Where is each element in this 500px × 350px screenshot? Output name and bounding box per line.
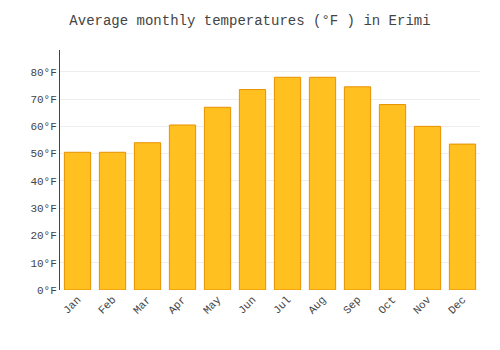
svg-text:40°F: 40°F xyxy=(30,176,56,188)
svg-text:50°F: 50°F xyxy=(30,148,56,160)
svg-text:Mar: Mar xyxy=(131,294,153,316)
svg-text:80°F: 80°F xyxy=(30,67,56,79)
svg-text:60°F: 60°F xyxy=(30,121,56,133)
svg-text:70°F: 70°F xyxy=(30,94,56,106)
svg-text:30°F: 30°F xyxy=(30,203,56,215)
svg-text:Aug: Aug xyxy=(306,294,328,316)
svg-text:Apr: Apr xyxy=(166,294,188,316)
svg-text:May: May xyxy=(201,294,224,317)
svg-text:Jan: Jan xyxy=(61,294,83,316)
svg-text:Sep: Sep xyxy=(341,294,363,316)
svg-text:Nov: Nov xyxy=(411,294,434,317)
svg-text:Oct: Oct xyxy=(376,294,398,316)
svg-text:Dec: Dec xyxy=(446,294,468,316)
svg-text:Jun: Jun xyxy=(236,294,258,316)
svg-text:Jul: Jul xyxy=(271,294,293,316)
svg-text:Average monthly temperatures (: Average monthly temperatures (°F ) in Er… xyxy=(69,13,430,29)
svg-text:0°F: 0°F xyxy=(37,285,57,297)
svg-text:20°F: 20°F xyxy=(30,230,56,242)
svg-text:10°F: 10°F xyxy=(30,258,56,270)
svg-text:Feb: Feb xyxy=(96,294,118,316)
